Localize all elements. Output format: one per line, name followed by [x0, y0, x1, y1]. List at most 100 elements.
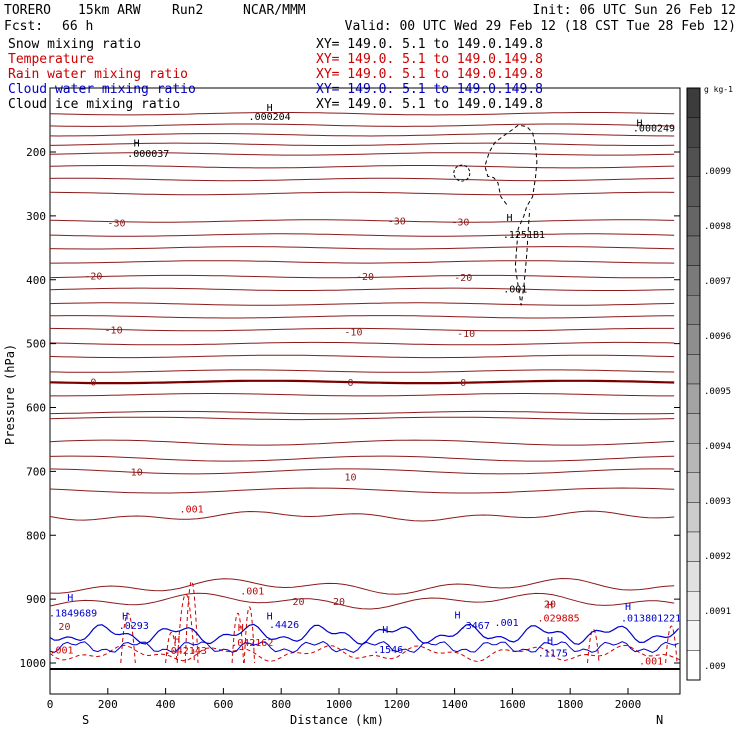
maximum-value-label: .001 — [495, 618, 519, 629]
legend-item-xy: XY= 149.0. 5.1 to 149.0.149.8 — [316, 97, 543, 112]
snow-contour — [484, 124, 538, 306]
x-tick-label: 0 — [47, 698, 54, 711]
isotherm-line — [49, 142, 675, 146]
rain-contour — [176, 593, 195, 664]
x-tick-label: 1800 — [557, 698, 584, 711]
rain-contour — [243, 606, 256, 664]
x-axis: 0 200 400 600 800 1000 1200 1400 1600 1800 2000 — [47, 688, 642, 711]
isotherm-line — [49, 191, 675, 196]
colorbar-level — [686, 502, 701, 533]
model-resolution: 15km ARW — [78, 3, 141, 18]
run-label: Run2 — [172, 3, 203, 18]
colorbar-level — [686, 443, 701, 474]
high-marker: H — [625, 602, 631, 613]
x-tick-label: 1600 — [499, 698, 526, 711]
legend-item-name: Rain water mixing ratio — [8, 67, 188, 82]
maximum-value-label: .029885 — [538, 613, 580, 624]
colorbar-tick-label: .0092 — [704, 552, 731, 562]
temperature-contours — [49, 112, 675, 610]
snow-contours — [453, 124, 538, 306]
maximum-value-label: .042162 — [231, 638, 273, 649]
maximum-value-label: .0293 — [119, 621, 149, 632]
isotherm-line — [49, 152, 675, 156]
isotherm-label: -30 — [388, 216, 406, 227]
high-marker: H — [122, 612, 128, 623]
legend-item-name: Snow mixing ratio — [8, 37, 141, 52]
colorbar-tick-label: .0099 — [704, 167, 731, 177]
cloud-water-contour — [49, 623, 680, 645]
legend-item-name: Cloud ice mixing ratio — [8, 97, 180, 112]
colorbar-unit: g kg-1 — [704, 85, 733, 94]
x-tick-label: 2000 — [615, 698, 642, 711]
legend-item-name: Temperature — [8, 52, 94, 67]
isotherm-label: -30 — [451, 218, 469, 229]
rain-water-contours — [49, 581, 681, 664]
maximum-value-label: .042143 — [165, 646, 207, 657]
snow-contour-cell — [453, 164, 471, 182]
y-tick-label: 400 — [26, 274, 46, 287]
endpoint-right: N — [656, 713, 663, 727]
isotherm-line — [49, 410, 675, 415]
isotherm-label: -10 — [457, 329, 475, 340]
colorbar-tick-label: .0098 — [704, 222, 731, 232]
colorbar-level — [686, 561, 701, 592]
y-tick-label: 700 — [26, 465, 46, 478]
y-tick-label: 900 — [26, 593, 46, 606]
isotherm-line — [49, 112, 675, 116]
init-time: Init: 06 UTC Sun 26 Feb 12 — [533, 3, 737, 18]
y-axis-label: Pressure (hPa) — [3, 344, 17, 445]
maximum-value-label: .1546 — [373, 645, 403, 656]
maximum-value-label: .1175 — [538, 649, 568, 660]
isotherm-line — [49, 246, 675, 250]
colorbar-tick-label: .0095 — [704, 387, 731, 397]
isotherm-label: 0 — [90, 377, 96, 388]
contour-labels: -30 -30 -30 -20 -20 -20 -10 -10 -10 0 0 0 10 10 20 20 20… — [49, 103, 681, 667]
x-tick-label: 1000 — [326, 698, 353, 711]
y-tick-label: 500 — [26, 338, 46, 351]
isotherm-label: -20 — [356, 272, 374, 283]
colorbar-level — [686, 117, 701, 148]
isotherm-label: 10 — [131, 467, 143, 478]
cloud-water-contour — [49, 641, 679, 653]
x-tick-label: 600 — [213, 698, 233, 711]
maximum-value-label: .001 — [503, 285, 527, 296]
y-tick-label: 300 — [26, 210, 46, 223]
colorbar-level — [686, 650, 701, 681]
colorbar-level — [686, 354, 701, 385]
legend-item-xy: XY= 149.0. 5.1 to 149.0.149.8 — [316, 52, 543, 67]
colorbar-tick-label: .009 — [704, 662, 726, 672]
isotherm-line — [49, 487, 675, 494]
high-marker: H — [637, 118, 643, 129]
x-tick-label: 800 — [271, 698, 291, 711]
rain-contour — [184, 581, 199, 664]
colorbar-level — [686, 265, 701, 296]
isotherm-label: -10 — [105, 326, 123, 337]
y-tick-label: 200 — [26, 146, 46, 159]
maximum-value-label: .000037 — [127, 149, 169, 160]
maximum-value-label: .1251B1 — [503, 230, 545, 241]
legend-item-xy: XY= 149.0. 5.1 to 149.0.149.8 — [316, 37, 543, 52]
isotherm-line — [49, 327, 675, 332]
isotherm-line — [49, 274, 675, 279]
maximum-value-label: .000249 — [633, 124, 675, 135]
high-marker: H — [174, 635, 180, 646]
colorbar-tick-label: .0091 — [704, 607, 731, 617]
y-tick-label: 800 — [26, 529, 46, 542]
colorbar-level — [686, 383, 701, 414]
legend: Snow mixing ratio XY= 149.0. 5.1 to 149.0… — [8, 37, 543, 112]
high-marker: H — [382, 625, 388, 636]
isotherm-label: -20 — [84, 271, 102, 282]
zero-isotherm-line — [49, 379, 675, 385]
maximum-value-label: .001 — [50, 645, 74, 656]
isotherm-label: -10 — [344, 327, 362, 338]
isotherm-label: 20 — [293, 597, 305, 608]
colorbar-level — [686, 324, 701, 355]
colorbar-level — [686, 206, 701, 237]
isotherm-line — [49, 354, 675, 359]
rain-contour — [665, 625, 678, 664]
org-label: NCAR/MMM — [243, 3, 306, 18]
x-tick-label: 1400 — [441, 698, 468, 711]
colorbar-level — [686, 413, 701, 444]
legend-item-name: Cloud water mixing ratio — [8, 82, 196, 97]
